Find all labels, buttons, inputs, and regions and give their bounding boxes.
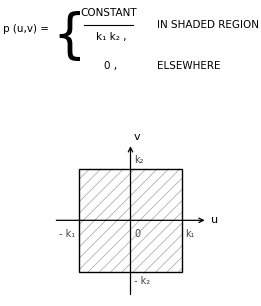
- Text: CONSTANT: CONSTANT: [80, 8, 137, 18]
- Text: IN SHADED REGION: IN SHADED REGION: [157, 20, 259, 30]
- Text: 0: 0: [134, 229, 140, 239]
- Text: k₁ k₂ ,: k₁ k₂ ,: [96, 32, 126, 42]
- Text: {: {: [52, 11, 86, 63]
- Text: p (u,v) =: p (u,v) =: [3, 24, 49, 34]
- Text: - k₁: - k₁: [60, 229, 76, 239]
- Text: 0 ,: 0 ,: [104, 61, 117, 71]
- Text: v: v: [134, 132, 140, 142]
- Text: - k₂: - k₂: [134, 276, 150, 286]
- Text: k₁: k₁: [185, 229, 195, 239]
- Text: ELSEWHERE: ELSEWHERE: [157, 61, 220, 71]
- Bar: [79, 169, 182, 272]
- Text: u: u: [211, 215, 218, 225]
- Text: k₂: k₂: [134, 155, 144, 165]
